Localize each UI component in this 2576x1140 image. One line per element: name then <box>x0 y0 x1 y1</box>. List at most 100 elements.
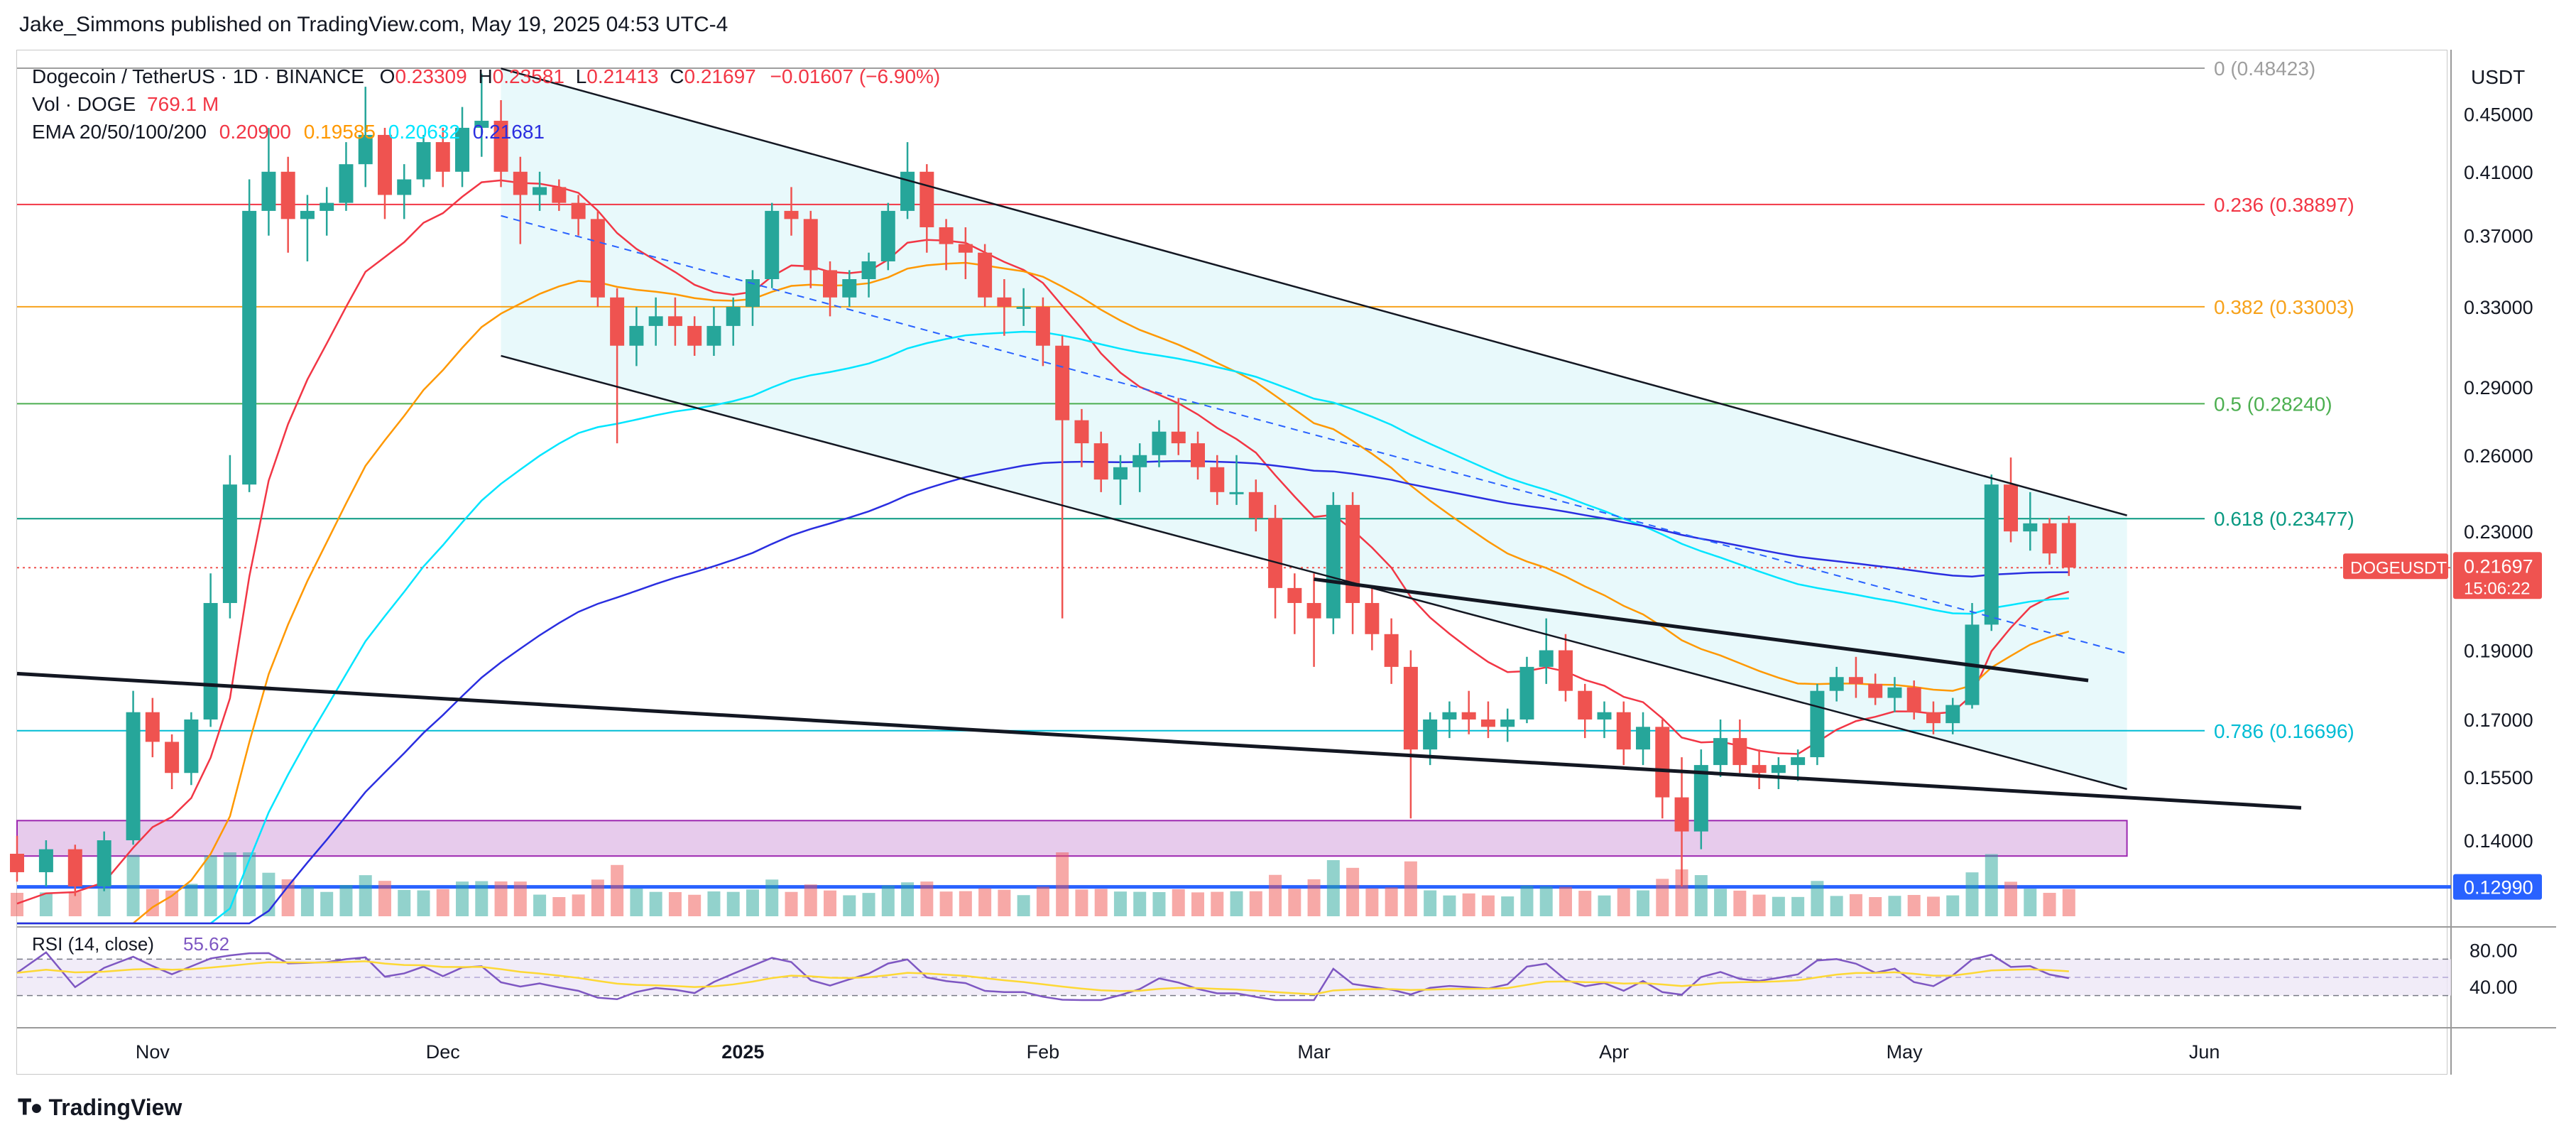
tradingview-logo-icon: 𝐓● <box>18 1095 43 1119</box>
volume-bar <box>1443 895 1456 916</box>
legend-ema50: 0.19585 <box>303 121 376 143</box>
candle-body <box>1732 738 1747 766</box>
candle-body <box>648 316 663 326</box>
candle-body <box>1152 431 1167 455</box>
volume-bar <box>1811 881 1824 916</box>
volume-bar <box>611 864 624 916</box>
time-tick-label: Dec <box>426 1041 460 1063</box>
volume-bar <box>359 875 372 916</box>
candle-body <box>1791 757 1806 766</box>
channel-lower-line <box>501 354 2127 791</box>
rsi-ma-line <box>16 960 2069 996</box>
rsi-value: 55.62 <box>183 933 229 955</box>
volume-bar <box>1056 852 1069 916</box>
candle-body <box>552 187 567 203</box>
candle-body <box>1403 666 1418 750</box>
price-tick-label: 0.29000 <box>2464 377 2533 398</box>
candle-body <box>1035 306 1050 346</box>
volume-bar <box>881 885 895 916</box>
volume-bar <box>1830 896 1843 916</box>
volume-bar <box>1965 872 1979 916</box>
volume-bar <box>1326 860 1340 916</box>
volume-bar <box>630 888 643 916</box>
candle-body <box>861 261 876 280</box>
candle-body <box>1887 687 1902 698</box>
candle-body <box>242 210 257 485</box>
publisher-line: Jake_Simmons published on TradingView.co… <box>19 13 728 36</box>
ema-50-line <box>17 261 2070 925</box>
volume-bar <box>765 879 779 916</box>
candle-body <box>1558 650 1573 691</box>
volume-bar <box>1772 896 1785 916</box>
candle-body <box>1113 467 1128 480</box>
volume-bar <box>707 891 721 916</box>
candle-body <box>1752 765 1767 773</box>
candle-body <box>261 171 276 211</box>
volume-bar <box>1637 890 1650 916</box>
candle-body <box>222 484 237 603</box>
volume-bar <box>533 894 547 916</box>
legend-row-volume: Vol · DOGE 769.1 M <box>32 90 940 118</box>
candle-body <box>842 279 857 298</box>
candle-body <box>474 121 489 128</box>
wedge-lower-line <box>16 671 2302 810</box>
candle-body <box>1578 690 1593 720</box>
volume-bar <box>862 893 875 916</box>
volume-bar <box>1211 891 1224 916</box>
volume-bar <box>746 889 759 916</box>
volume-bar <box>1481 895 1495 916</box>
candle-body <box>1500 719 1515 727</box>
volume-bar <box>165 890 179 916</box>
candle-body <box>377 134 392 195</box>
candle-body <box>1926 712 1941 724</box>
candle-body <box>590 219 605 298</box>
volume-bar <box>1520 885 1534 916</box>
price-tick-label: 0.37000 <box>2464 226 2533 247</box>
candle-body <box>1384 634 1399 667</box>
volume-bar <box>785 891 798 916</box>
currency-label: USDT <box>2471 66 2525 88</box>
volume-bar <box>1269 874 1282 916</box>
channel-upper-line <box>501 67 2127 516</box>
candle-body <box>726 306 741 326</box>
volume-bar <box>513 881 527 916</box>
candle-body <box>1365 602 1380 634</box>
volume-bar <box>1424 890 1437 916</box>
support-price-text: 0.12990 <box>2464 877 2533 899</box>
candle-body <box>533 187 547 195</box>
candle-body <box>203 602 218 720</box>
legend-close: 0.21697 <box>684 65 756 87</box>
legend-c-label: C <box>670 65 684 87</box>
rsi-label: RSI (14, close) <box>32 933 154 955</box>
legend-open: 0.23309 <box>395 65 467 87</box>
price-tick-label: 0.15500 <box>2464 767 2533 788</box>
volume-bar <box>2043 893 2056 916</box>
volume-bar <box>2004 881 2018 916</box>
candle-body <box>784 210 799 219</box>
volume-bar <box>939 891 953 916</box>
volume-bar <box>1094 889 1108 916</box>
volume-bar <box>378 881 391 916</box>
legend-row-symbol: Dogecoin / TetherUS · 1D · BINANCE O0.23… <box>32 63 940 90</box>
candle-body <box>1906 687 1921 712</box>
volume-bar <box>1036 886 1049 916</box>
volume-bar <box>688 894 702 916</box>
volume-bar <box>1946 895 1960 916</box>
volume-bar <box>126 854 140 916</box>
volume-bar <box>1307 879 1321 916</box>
tradingview-logo[interactable]: 𝐓● TradingView <box>18 1095 182 1121</box>
volume-bar <box>1714 889 1728 916</box>
volume-bar <box>824 890 837 916</box>
volume-bar <box>978 888 992 916</box>
candle-body <box>165 742 180 773</box>
candle-body <box>1480 719 1495 727</box>
time-tick-label: Feb <box>1027 1041 1060 1063</box>
volume-bar <box>920 881 934 916</box>
volume-bar <box>572 894 585 916</box>
last-price-text: 0.21697 <box>2464 555 2533 577</box>
volume-bar <box>1113 891 1127 916</box>
candle-body <box>919 171 934 227</box>
countdown-text: 15:06:22 <box>2464 579 2530 598</box>
candle-body <box>1171 431 1186 444</box>
